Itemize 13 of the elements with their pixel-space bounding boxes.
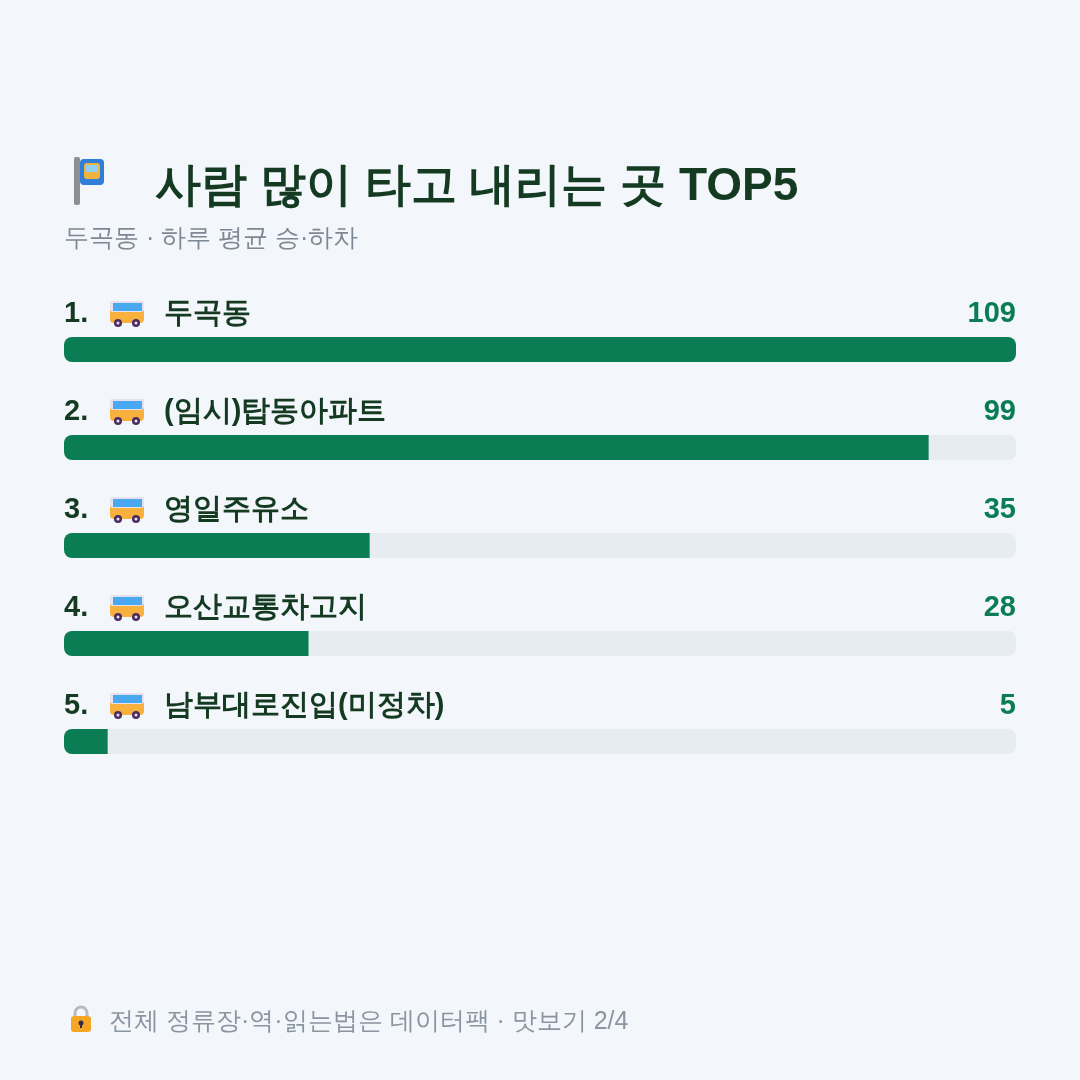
category-label: 5. 남부대로진입(미정차) [64, 688, 445, 720]
chart-title: 사람 많이 타고 내리는 곳 TOP5 [155, 158, 799, 210]
data-label: 5 [999, 688, 1016, 720]
category-label: 1. 두곡동 [64, 296, 251, 328]
chart-subtitle: 두곡동 · 하루 평균 승·하차 [64, 223, 359, 251]
category-label: 4. 오산교통차고지 [64, 590, 367, 622]
text: 전체 정류장·역·읽는법은 데이터팩 · 맛보기 2/4 [109, 1006, 629, 1034]
data-label: 109 [967, 296, 1016, 328]
data-label: 99 [983, 394, 1016, 426]
category-label: 3. 영일주유소 [64, 492, 309, 524]
data-label: 35 [983, 492, 1016, 524]
category-label: 2. (임시)탑동아파트 [64, 394, 387, 426]
data-label: 28 [983, 590, 1016, 622]
